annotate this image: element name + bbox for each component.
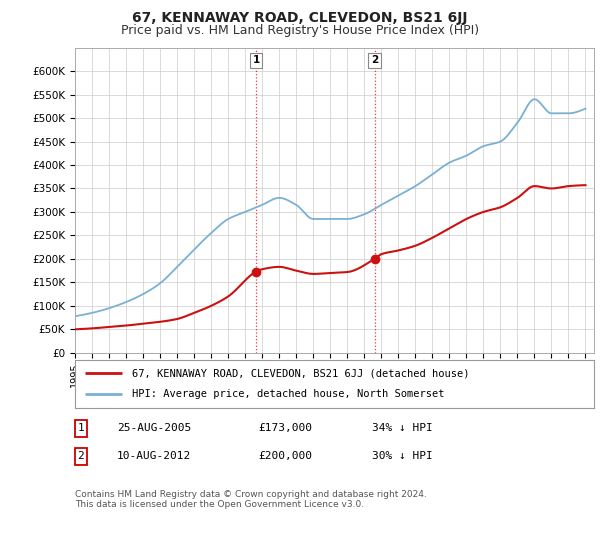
Text: 67, KENNAWAY ROAD, CLEVEDON, BS21 6JJ (detached house): 67, KENNAWAY ROAD, CLEVEDON, BS21 6JJ (d… — [132, 368, 470, 379]
Text: 34% ↓ HPI: 34% ↓ HPI — [372, 423, 433, 433]
Text: 2: 2 — [77, 451, 85, 461]
Text: HPI: Average price, detached house, North Somerset: HPI: Average price, detached house, Nort… — [132, 389, 445, 399]
Text: 2: 2 — [371, 55, 378, 65]
Text: Contains HM Land Registry data © Crown copyright and database right 2024.
This d: Contains HM Land Registry data © Crown c… — [75, 490, 427, 510]
Text: 30% ↓ HPI: 30% ↓ HPI — [372, 451, 433, 461]
Text: 67, KENNAWAY ROAD, CLEVEDON, BS21 6JJ: 67, KENNAWAY ROAD, CLEVEDON, BS21 6JJ — [132, 11, 468, 25]
Text: 1: 1 — [253, 55, 260, 65]
Text: 25-AUG-2005: 25-AUG-2005 — [117, 423, 191, 433]
Text: 1: 1 — [77, 423, 85, 433]
Text: £200,000: £200,000 — [258, 451, 312, 461]
Text: Price paid vs. HM Land Registry's House Price Index (HPI): Price paid vs. HM Land Registry's House … — [121, 24, 479, 36]
Text: 10-AUG-2012: 10-AUG-2012 — [117, 451, 191, 461]
Text: £173,000: £173,000 — [258, 423, 312, 433]
